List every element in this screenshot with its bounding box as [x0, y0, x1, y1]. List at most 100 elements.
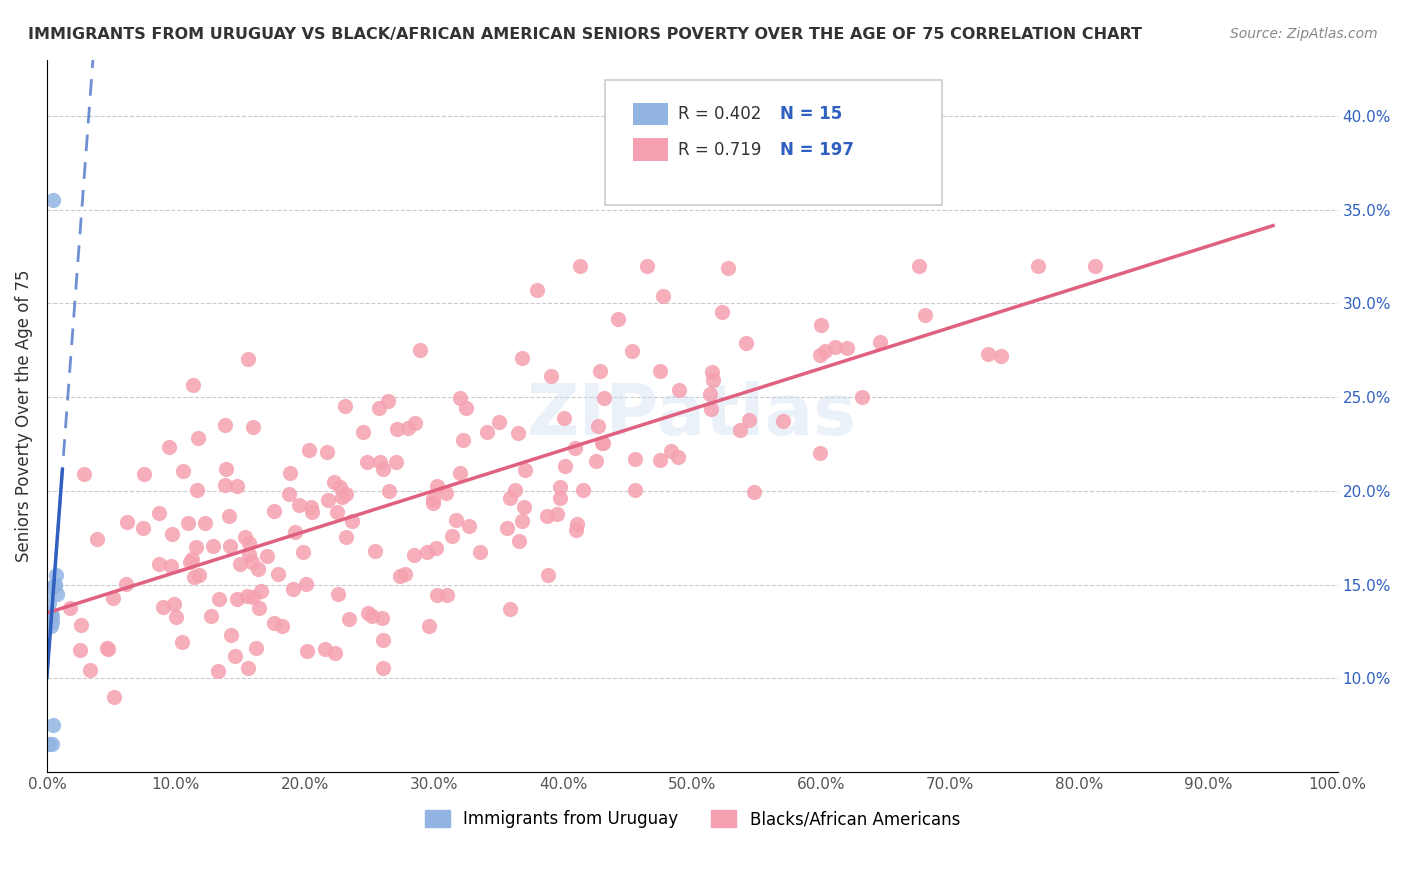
Point	[316, 492, 339, 507]
Point	[219, 628, 242, 642]
Point	[242, 420, 264, 434]
Point	[728, 423, 751, 437]
Point	[702, 373, 724, 387]
Point	[39, 609, 62, 624]
Point	[214, 478, 236, 492]
Point	[226, 591, 249, 606]
Point	[101, 591, 124, 606]
Point	[44, 577, 66, 591]
Point	[554, 459, 576, 474]
Point	[288, 498, 311, 512]
Point	[404, 416, 426, 430]
Point	[41, 609, 63, 624]
Point	[46, 587, 69, 601]
Point	[499, 601, 522, 615]
Point	[835, 341, 858, 355]
Point	[526, 283, 548, 297]
Point	[371, 461, 394, 475]
Text: IMMIGRANTS FROM URUGUAY VS BLACK/AFRICAN AMERICAN SENIORS POVERTY OVER THE AGE O: IMMIGRANTS FROM URUGUAY VS BLACK/AFRICAN…	[28, 27, 1142, 42]
Point	[458, 519, 481, 533]
Text: Source: ZipAtlas.com: Source: ZipAtlas.com	[1230, 27, 1378, 41]
Point	[385, 422, 408, 436]
Point	[183, 569, 205, 583]
Point	[513, 500, 536, 514]
Point	[238, 535, 260, 549]
Point	[271, 619, 294, 633]
Point	[181, 552, 204, 566]
Point	[132, 521, 155, 535]
Point	[648, 364, 671, 378]
Point	[267, 566, 290, 581]
Point	[368, 455, 391, 469]
Point	[506, 425, 529, 440]
Point	[606, 312, 628, 326]
Point	[246, 562, 269, 576]
Text: R = 0.719: R = 0.719	[678, 141, 761, 159]
Point	[436, 588, 458, 602]
Point	[202, 539, 225, 553]
Point	[586, 419, 609, 434]
Point	[194, 516, 217, 530]
Point	[977, 347, 1000, 361]
Point	[39, 619, 62, 633]
Point	[737, 413, 759, 427]
Legend: Immigrants from Uruguay, Blacks/African Americans: Immigrants from Uruguay, Blacks/African …	[418, 804, 967, 835]
Y-axis label: Seniors Poverty Over the Age of 75: Seniors Poverty Over the Age of 75	[15, 269, 32, 562]
Point	[851, 390, 873, 404]
Text: ZIPatlas: ZIPatlas	[527, 381, 858, 450]
Point	[207, 592, 229, 607]
Point	[69, 643, 91, 657]
Point	[115, 576, 138, 591]
Point	[73, 467, 96, 481]
Point	[636, 259, 658, 273]
Point	[42, 718, 65, 732]
Point	[593, 391, 616, 405]
Point	[564, 441, 586, 455]
Point	[132, 467, 155, 482]
Point	[810, 318, 832, 332]
Point	[808, 348, 831, 362]
Point	[162, 526, 184, 541]
Point	[41, 615, 63, 629]
Point	[434, 486, 457, 500]
Point	[710, 305, 733, 319]
Point	[340, 514, 363, 528]
Point	[908, 259, 931, 273]
Point	[513, 462, 536, 476]
Point	[699, 387, 721, 401]
Point	[39, 582, 62, 596]
Point	[337, 612, 360, 626]
Point	[650, 453, 672, 467]
Point	[316, 445, 339, 459]
Point	[488, 415, 510, 429]
Point	[329, 480, 352, 494]
Point	[404, 548, 426, 562]
Point	[115, 515, 138, 529]
Point	[425, 541, 447, 555]
Point	[914, 308, 936, 322]
Point	[361, 608, 384, 623]
Point	[38, 737, 60, 751]
Point	[59, 601, 82, 615]
Point	[568, 259, 591, 273]
Point	[441, 529, 464, 543]
Point	[572, 483, 595, 497]
Point	[228, 558, 250, 572]
Point	[157, 441, 180, 455]
Point	[333, 400, 356, 414]
Point	[475, 425, 498, 440]
Point	[591, 436, 613, 450]
Point	[990, 349, 1012, 363]
Point	[233, 530, 256, 544]
Point	[218, 509, 240, 524]
Point	[449, 466, 471, 480]
Point	[546, 507, 568, 521]
Point	[245, 640, 267, 655]
Point	[281, 582, 304, 597]
Point	[585, 454, 607, 468]
Point	[666, 450, 689, 464]
Point	[278, 467, 301, 481]
Point	[41, 737, 63, 751]
Point	[548, 491, 571, 505]
Point	[215, 462, 238, 476]
